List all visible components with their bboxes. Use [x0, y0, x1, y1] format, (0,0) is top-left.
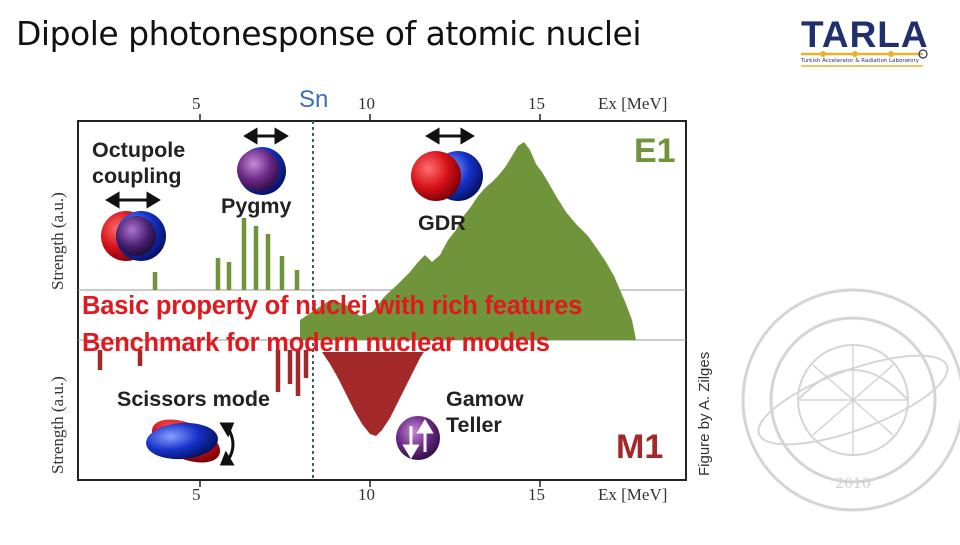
e1-gdr-distribution	[300, 142, 636, 340]
tick-bottom-10: 10	[358, 485, 375, 504]
feature-statement-1: Basic property of nuclei with rich featu…	[82, 292, 583, 320]
logo-subtitle: Turkish Accelerator & Radiation Laborato…	[801, 58, 919, 64]
label-pygmy: Pygmy	[221, 194, 292, 218]
top-ticks	[199, 114, 541, 487]
panel-tag-e1: E1	[634, 132, 676, 170]
gamow-teller-nucleus-icon	[396, 416, 440, 460]
tick-bottom-15: 15	[528, 485, 545, 504]
panel-tag-m1: M1	[616, 428, 664, 466]
university-seal-watermark: 2010	[728, 250, 960, 540]
gdr-nucleus-icon	[411, 151, 483, 201]
scissors-rotation-arrow-icon	[219, 422, 235, 466]
label-gamow-teller: Gamow Teller	[446, 387, 524, 437]
gdr-arrow-icon	[425, 127, 475, 145]
sn-label: Sn	[299, 86, 329, 113]
x-axis-label-top: Ex [MeV]	[598, 94, 668, 113]
tick-top-15: 15	[528, 94, 545, 113]
pygmy-arrow-icon	[243, 127, 289, 145]
x-axis-label-bottom: Ex [MeV]	[598, 485, 668, 504]
label-scissors-mode: Scissors mode	[117, 387, 270, 411]
tarla-logo: TARLA Turkish Accelerator & Radiation La…	[795, 14, 935, 70]
pygmy-nucleus-icon	[237, 147, 286, 195]
label-gdr: GDR	[418, 211, 466, 235]
e1-strength-bars	[152, 218, 300, 290]
tick-bottom-5: 5	[192, 485, 201, 504]
label-octupole-coupling: Octupole coupling	[92, 138, 186, 188]
scissors-nucleus-icon	[146, 419, 221, 463]
octupole-arrow-icon	[105, 191, 161, 209]
logo-word: TARLA	[801, 14, 929, 55]
figure-credit: Figure by A. Zilges	[696, 351, 713, 476]
seal-year: 2010	[835, 476, 871, 492]
slide-title: Dipole photonesponse of atomic nuclei	[16, 14, 642, 53]
m1-spinflip-distribution	[322, 352, 424, 436]
y-axis-label-bottom: Strength (a.u.)	[48, 376, 67, 474]
tick-top-10: 10	[358, 94, 375, 113]
m1-strength-bars	[97, 350, 309, 396]
logo-graphic	[801, 49, 928, 67]
plot-frame	[77, 120, 687, 481]
tick-top-5: 5	[192, 94, 201, 113]
y-axis-label-top: Strength (a.u.)	[48, 192, 67, 290]
feature-statement-2: Benchmark for modern nuclear models	[82, 329, 550, 357]
octupole-nucleus-icon	[101, 211, 166, 261]
